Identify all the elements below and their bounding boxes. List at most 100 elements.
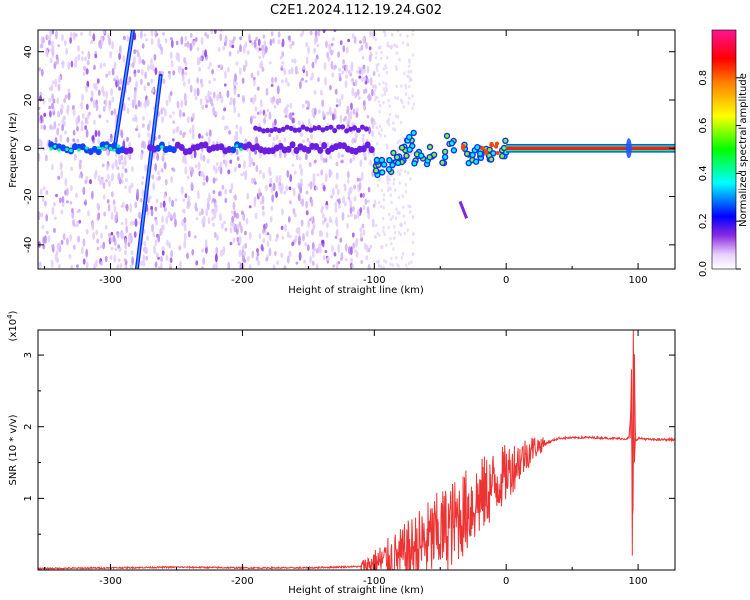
noise-dot (152, 63, 155, 72)
noise-dot (100, 261, 104, 266)
noise-dot (262, 210, 265, 217)
noise-dot (389, 193, 393, 198)
noise-dot (170, 37, 173, 41)
noise-dot (120, 129, 124, 139)
noise-dot (359, 207, 363, 214)
noise-dot (169, 51, 173, 60)
noise-dot (128, 185, 132, 194)
noise-dot (329, 170, 333, 176)
noise-dot (231, 44, 235, 49)
noise-dot (246, 256, 250, 262)
noise-dot (94, 82, 98, 91)
noise-dot (391, 127, 395, 131)
noise-dot (80, 124, 84, 132)
noise-dot (211, 208, 215, 215)
noise-dot (276, 260, 280, 266)
noise-dot (155, 252, 159, 259)
noise-dot (400, 255, 404, 260)
band-blob (280, 126, 286, 132)
noise-dot (150, 30, 154, 37)
noise-dot (255, 36, 258, 42)
noise-dot (155, 218, 158, 226)
noise-dot (340, 160, 344, 164)
band-core (112, 148, 117, 152)
band-blob (321, 141, 328, 149)
noise-dot (169, 91, 173, 96)
noise-dot (170, 59, 174, 68)
noise-dot (299, 81, 302, 89)
noise-dot (320, 230, 323, 238)
colorbar-gradient (711, 29, 737, 270)
noise-dot (158, 175, 161, 181)
band-core (69, 148, 73, 153)
noise-dot (300, 167, 303, 177)
noise-dot (210, 30, 214, 35)
noise-dot (219, 33, 223, 42)
noise-dot (404, 92, 408, 96)
noise-dot (201, 50, 205, 57)
noise-dot (66, 200, 69, 204)
noise-dot (334, 88, 338, 95)
noise-dot (139, 198, 143, 203)
noise-dot (144, 164, 148, 172)
noise-dot (288, 234, 292, 239)
noise-dot (163, 161, 167, 170)
noise-dot (54, 61, 58, 65)
noise-dot (278, 97, 282, 104)
band-blob (178, 144, 185, 152)
noise-dot (345, 110, 349, 115)
noise-dot (305, 230, 309, 237)
noise-dot (276, 85, 280, 95)
band-blob (292, 127, 298, 133)
noise-dot (94, 169, 98, 177)
noise-dot (169, 266, 172, 269)
noise-dot (90, 39, 93, 45)
noise-dot (97, 212, 100, 221)
noise-dot (242, 44, 246, 54)
noise-dot (219, 249, 223, 257)
noise-dot (268, 111, 272, 120)
noise-dot (189, 32, 193, 38)
noise-dot (412, 102, 415, 106)
noise-dot (295, 227, 299, 234)
noise-dot (160, 51, 164, 55)
noise-dot (388, 177, 391, 181)
noise-dot (322, 212, 325, 219)
noise-dot (184, 99, 188, 107)
noise-dot (72, 138, 76, 142)
noise-dot (350, 63, 354, 72)
noise-dot (369, 79, 373, 86)
disturbance-core (502, 146, 506, 150)
noise-dot (289, 102, 293, 109)
noise-dot (286, 255, 290, 264)
noise-dot (220, 96, 224, 104)
noise-dot (170, 175, 174, 183)
noise-dot (378, 233, 381, 237)
noise-dot (312, 221, 316, 230)
noise-dot (102, 30, 106, 35)
noise-dot (84, 180, 88, 184)
noise-dot (144, 71, 148, 80)
noise-dot (245, 217, 249, 225)
noise-dot (293, 170, 297, 175)
noise-dot (216, 234, 219, 241)
colorbar-tick-label: 0.6 (698, 118, 709, 134)
noise-dot (96, 238, 99, 244)
noise-dot (213, 77, 216, 82)
noise-dot (373, 34, 376, 39)
noise-dot (248, 205, 252, 209)
noise-dot (288, 250, 292, 258)
noise-dot (146, 132, 150, 138)
noise-dot (352, 153, 356, 161)
noise-dot (377, 62, 380, 67)
noise-dot (390, 241, 393, 246)
snr-ylabel: SNR (10 * v/v) (8, 414, 19, 485)
noise-dot (55, 30, 58, 40)
noise-dot (147, 197, 151, 204)
noise-dot (141, 123, 145, 128)
noise-dot (171, 199, 175, 208)
noise-dot (72, 219, 75, 227)
noise-dot (368, 126, 371, 135)
noise-dot (38, 67, 42, 72)
snr-ticks: -300 -200 -100 0 100 1 2 3 (23, 330, 675, 587)
